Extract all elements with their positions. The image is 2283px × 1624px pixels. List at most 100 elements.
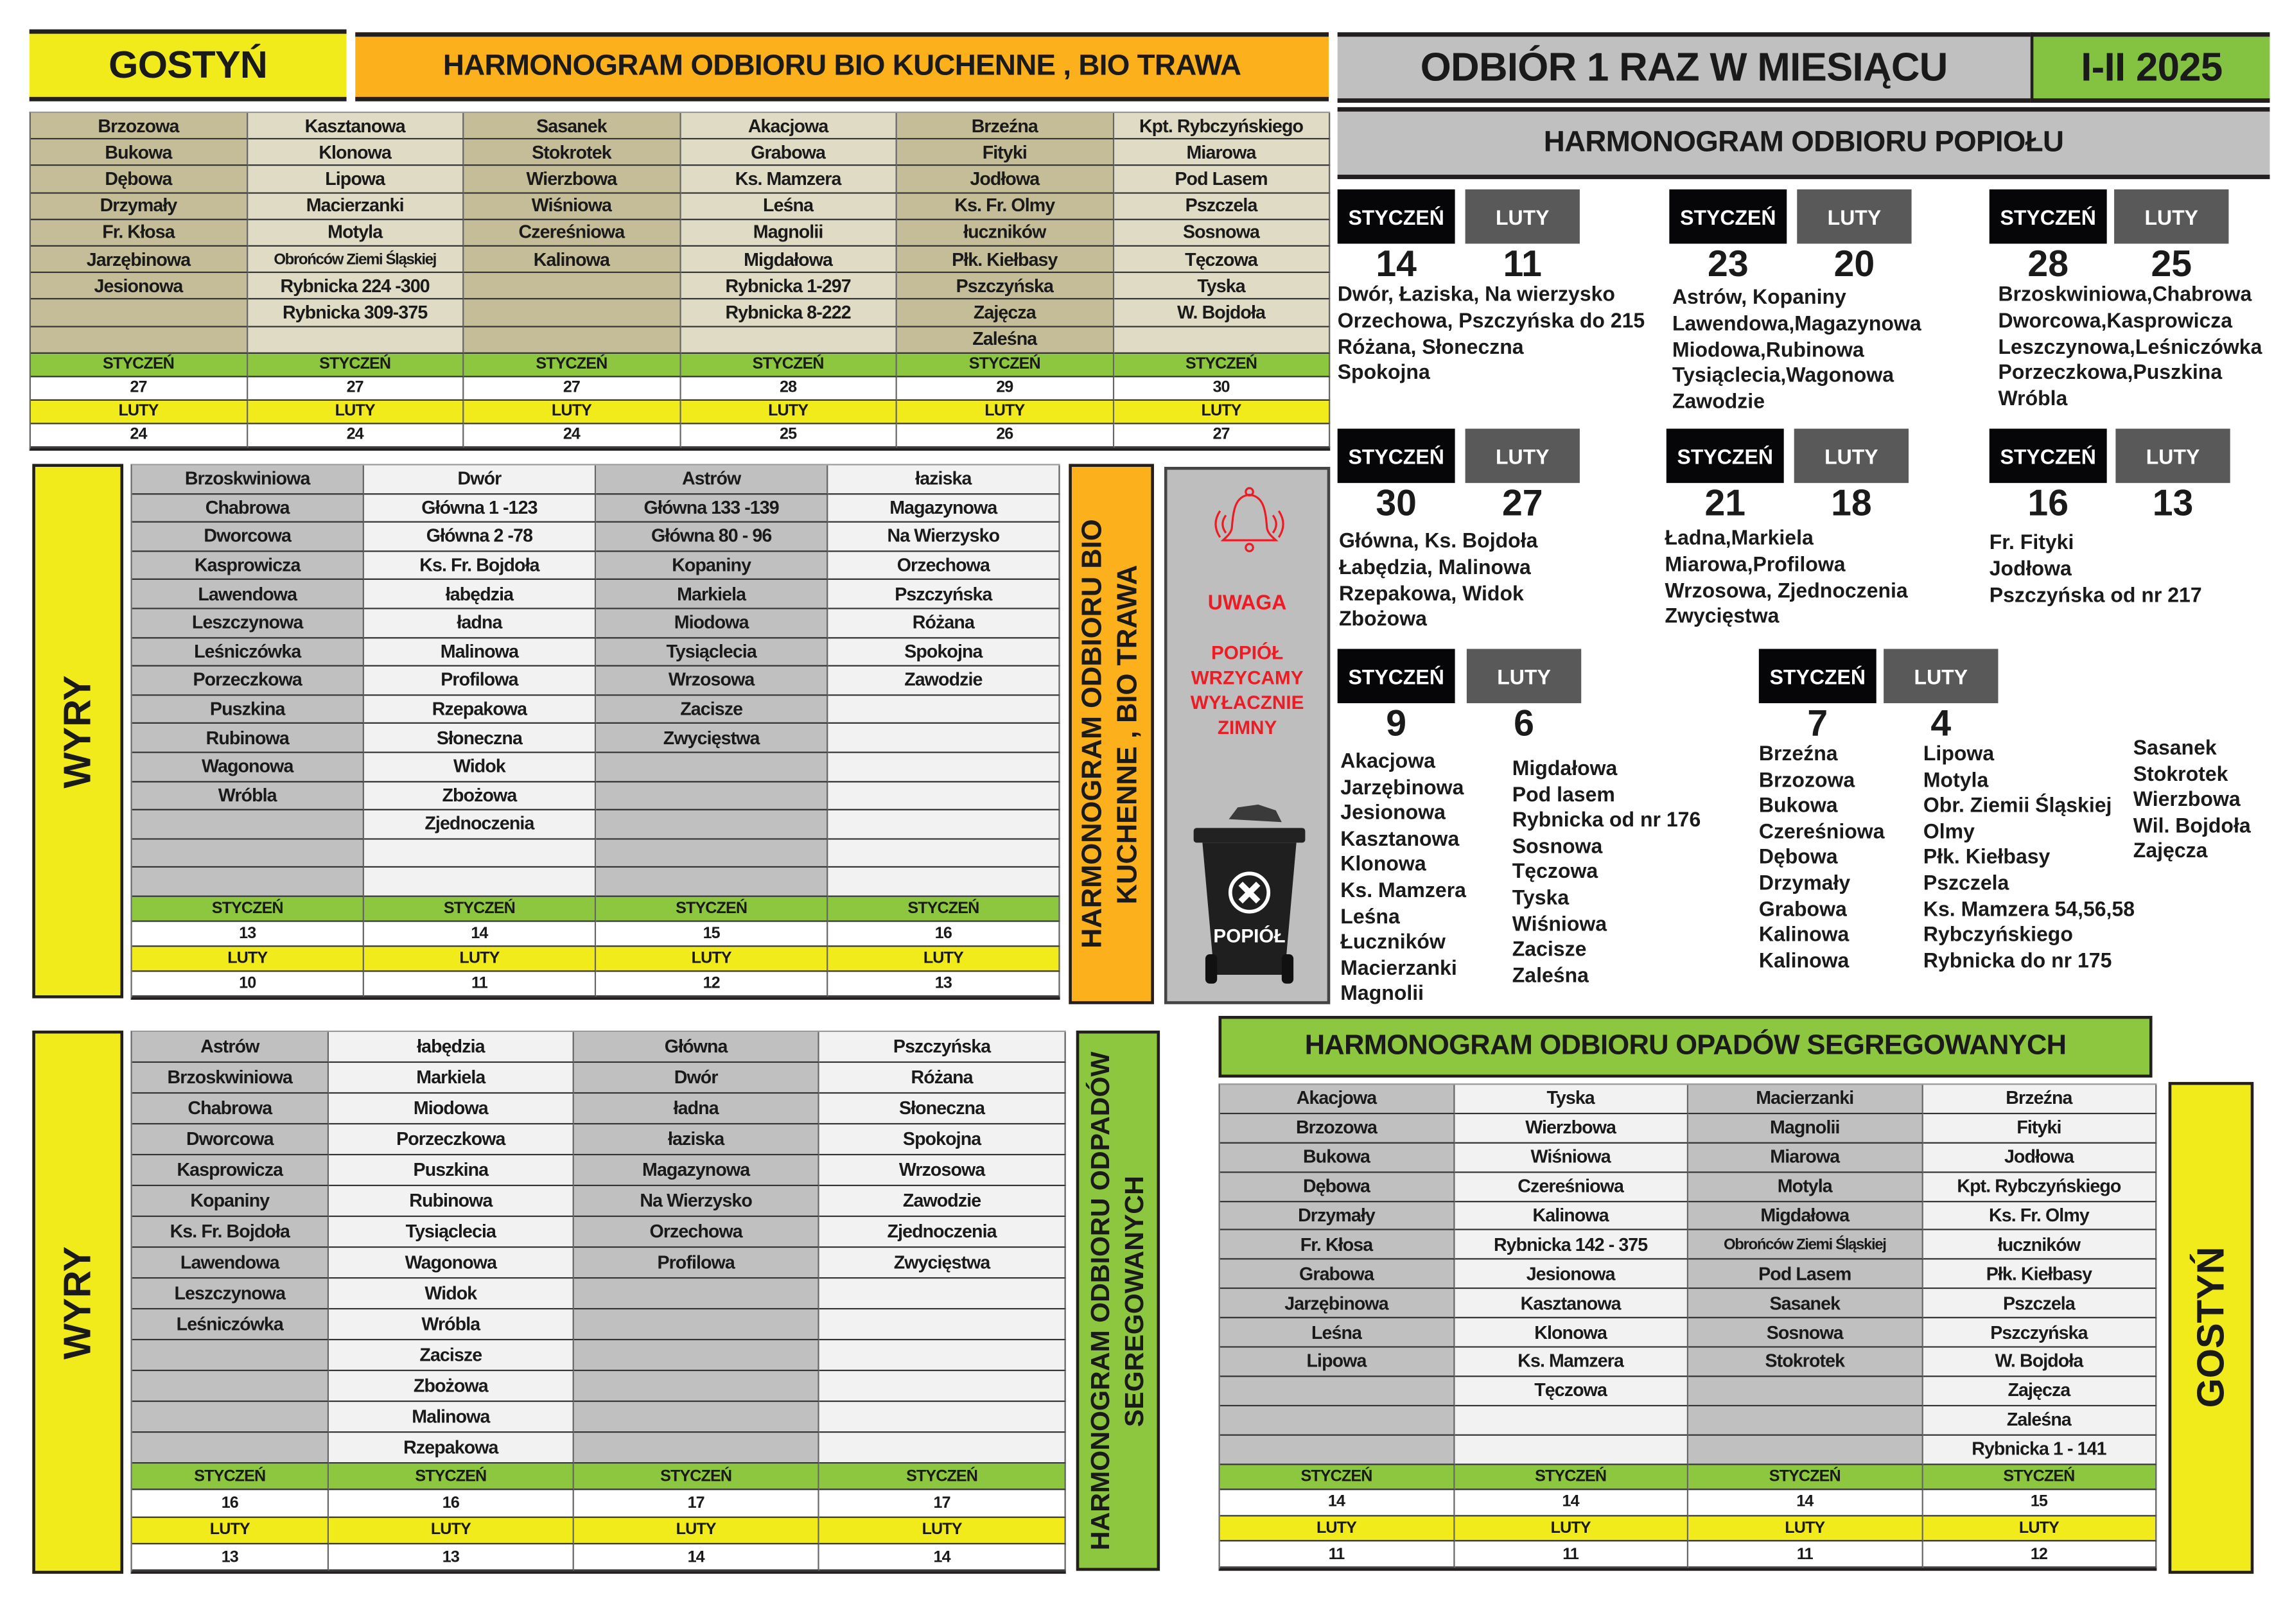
street-cell: Wierzbowa bbox=[464, 166, 681, 193]
month-feb-cell: LUTY bbox=[828, 947, 1060, 972]
jan-day: 23 bbox=[1708, 243, 1749, 285]
street-cell: Pszczyńska bbox=[819, 1032, 1066, 1063]
street-line: Rybnicka od nr 176 bbox=[1512, 807, 1701, 832]
feb-date-cell: 25 bbox=[680, 423, 897, 448]
street-cell: Jesionowa bbox=[31, 273, 248, 301]
bio-title-header: HARMONOGRAM ODBIORU BIO KUCHENNE , BIO T… bbox=[355, 32, 1329, 101]
street-cell: Malinowa bbox=[363, 638, 597, 667]
street-cell: Słoneczna bbox=[819, 1094, 1066, 1125]
street-cell: Magnolii bbox=[1688, 1113, 1923, 1144]
street-cell: Tysiąclecia bbox=[596, 638, 828, 667]
street-cell bbox=[828, 724, 1060, 753]
street-cell: Zacisze bbox=[596, 695, 828, 724]
street-cell bbox=[132, 1402, 329, 1433]
street-cell: Pod Lasem bbox=[1114, 166, 1331, 193]
street-line: Zawodzie bbox=[1672, 389, 1765, 413]
street-cell bbox=[573, 1371, 819, 1402]
street-cell: Brzeźna bbox=[1922, 1085, 2157, 1114]
street-cell bbox=[1220, 1435, 1455, 1465]
street-cell: Widok bbox=[329, 1279, 574, 1310]
month-feb-cell: LUTY bbox=[329, 1517, 574, 1544]
feb-date-cell: 11 bbox=[1688, 1542, 1923, 1568]
tab-styczen: STYCZEŃ bbox=[1337, 649, 1455, 704]
street-cell bbox=[819, 1371, 1066, 1402]
street-cell: Na Wierzysko bbox=[828, 523, 1060, 552]
month-feb-cell: LUTY bbox=[132, 1517, 329, 1544]
street-cell: Pod Lasem bbox=[1688, 1260, 1923, 1289]
street-cell bbox=[819, 1340, 1066, 1372]
street-line: Główna, Ks. Bojdoła bbox=[1338, 528, 1538, 552]
street-list: Brzoskwiniowa,Chabrowa Dworcowa,Kasprowic… bbox=[1998, 282, 2262, 412]
street-cell: Główna 80 - 96 bbox=[596, 523, 828, 552]
month-jan-cell: STYCZEŃ bbox=[329, 1463, 574, 1491]
month-jan-cell: STYCZEŃ bbox=[132, 1463, 329, 1491]
month-feb-cell: LUTY bbox=[897, 400, 1114, 424]
street-cell: Klonowa bbox=[1454, 1318, 1689, 1348]
street-cell: Markiela bbox=[596, 580, 828, 609]
street-cell bbox=[1454, 1435, 1689, 1465]
street-line: Sosnowa bbox=[1512, 834, 1603, 857]
street-list: Główna, Ks. Bojdoła Łabędzia, Malinowa Rze… bbox=[1339, 528, 1537, 633]
jan-date-cell: 15 bbox=[1922, 1490, 2157, 1517]
street-cell: Wiśniowa bbox=[1454, 1143, 1689, 1173]
street-cell: W. Bojdoła bbox=[1114, 300, 1331, 327]
street-cell: Magnolii bbox=[680, 220, 897, 247]
jan-date-cell: 29 bbox=[897, 376, 1114, 401]
street-cell: Wrzosowa bbox=[819, 1155, 1066, 1187]
street-cell: łuczników bbox=[1922, 1230, 2157, 1261]
street-cell: Zbożowa bbox=[363, 781, 597, 811]
jan-date-cell: 27 bbox=[247, 376, 464, 401]
street-line: Spokojna bbox=[1337, 360, 1430, 384]
street-line: Magnolii bbox=[1340, 981, 1424, 1005]
street-cell: Akacjowa bbox=[680, 113, 897, 140]
month-feb-cell: LUTY bbox=[363, 947, 597, 972]
month-feb-cell: LUTY bbox=[573, 1517, 819, 1544]
street-cell: Zawodzie bbox=[819, 1186, 1066, 1218]
gostyn-header: GOSTYŃ bbox=[29, 29, 347, 101]
street-line: Porzeczkowa,Puszkina bbox=[1998, 360, 2223, 384]
street-cell: Motyla bbox=[247, 220, 464, 247]
street-cell: Fityki bbox=[897, 139, 1114, 167]
street-cell: Dworcowa bbox=[132, 1124, 329, 1156]
tab-styczen: STYCZEŃ bbox=[1989, 428, 2107, 484]
street-cell bbox=[573, 1402, 819, 1433]
jan-date-cell: 17 bbox=[573, 1490, 819, 1517]
street-cell: Lawendowa bbox=[132, 1248, 329, 1279]
jan-date-cell: 30 bbox=[1114, 376, 1331, 401]
street-cell: Magazynowa bbox=[828, 494, 1060, 523]
street-cell: Zjednoczenia bbox=[363, 810, 597, 840]
feb-date-cell: 13 bbox=[329, 1544, 574, 1571]
street-line: Łabędzia, Malinowa bbox=[1338, 554, 1531, 579]
street-cell: Kalinowa bbox=[1454, 1201, 1689, 1231]
street-cell bbox=[819, 1279, 1066, 1310]
street-line: Ks. Mamzera bbox=[1340, 878, 1466, 902]
warning-line: POPIÓŁ bbox=[1211, 642, 1284, 664]
warning-line: WYŁACZNIE bbox=[1190, 691, 1304, 714]
street-line: Wierzbowa bbox=[2133, 787, 2241, 811]
street-cell bbox=[464, 300, 681, 327]
street-line: Jesionowa bbox=[1340, 800, 1446, 824]
street-cell: Fityki bbox=[1922, 1113, 2157, 1144]
street-table: Brzoskwiniowa Dwór Astrów łaziska Chabrowa Gł… bbox=[130, 464, 1060, 1000]
street-cell: Spokojna bbox=[819, 1124, 1066, 1156]
street-cell: Płk. Kiełbasy bbox=[897, 246, 1114, 274]
street-cell: Dwór bbox=[573, 1063, 819, 1094]
street-line: Grabowa bbox=[1758, 896, 1847, 920]
street-cell: Puszkina bbox=[329, 1155, 574, 1187]
feb-day: 11 bbox=[1503, 243, 1542, 285]
street-line: Zacisze bbox=[1512, 936, 1587, 961]
street-cell: Rybnicka 309-375 bbox=[247, 300, 464, 327]
tab-luty: LUTY bbox=[1466, 649, 1582, 704]
street-cell: Kasprowicza bbox=[132, 552, 364, 581]
street-cell bbox=[680, 326, 897, 354]
street-cell: Kasprowicza bbox=[132, 1155, 329, 1187]
street-cell: Zacisze bbox=[329, 1340, 574, 1372]
street-cell bbox=[132, 868, 364, 897]
street-cell: Rybnicka 1 - 141 bbox=[1922, 1435, 2157, 1465]
street-cell: Zbożowa bbox=[329, 1371, 574, 1402]
feb-day: 25 bbox=[2151, 243, 2192, 285]
street-cell: Grabowa bbox=[680, 139, 897, 167]
street-cell: Rubinowa bbox=[329, 1186, 574, 1218]
street-cell: Ks. Fr. Olmy bbox=[1922, 1201, 2157, 1231]
